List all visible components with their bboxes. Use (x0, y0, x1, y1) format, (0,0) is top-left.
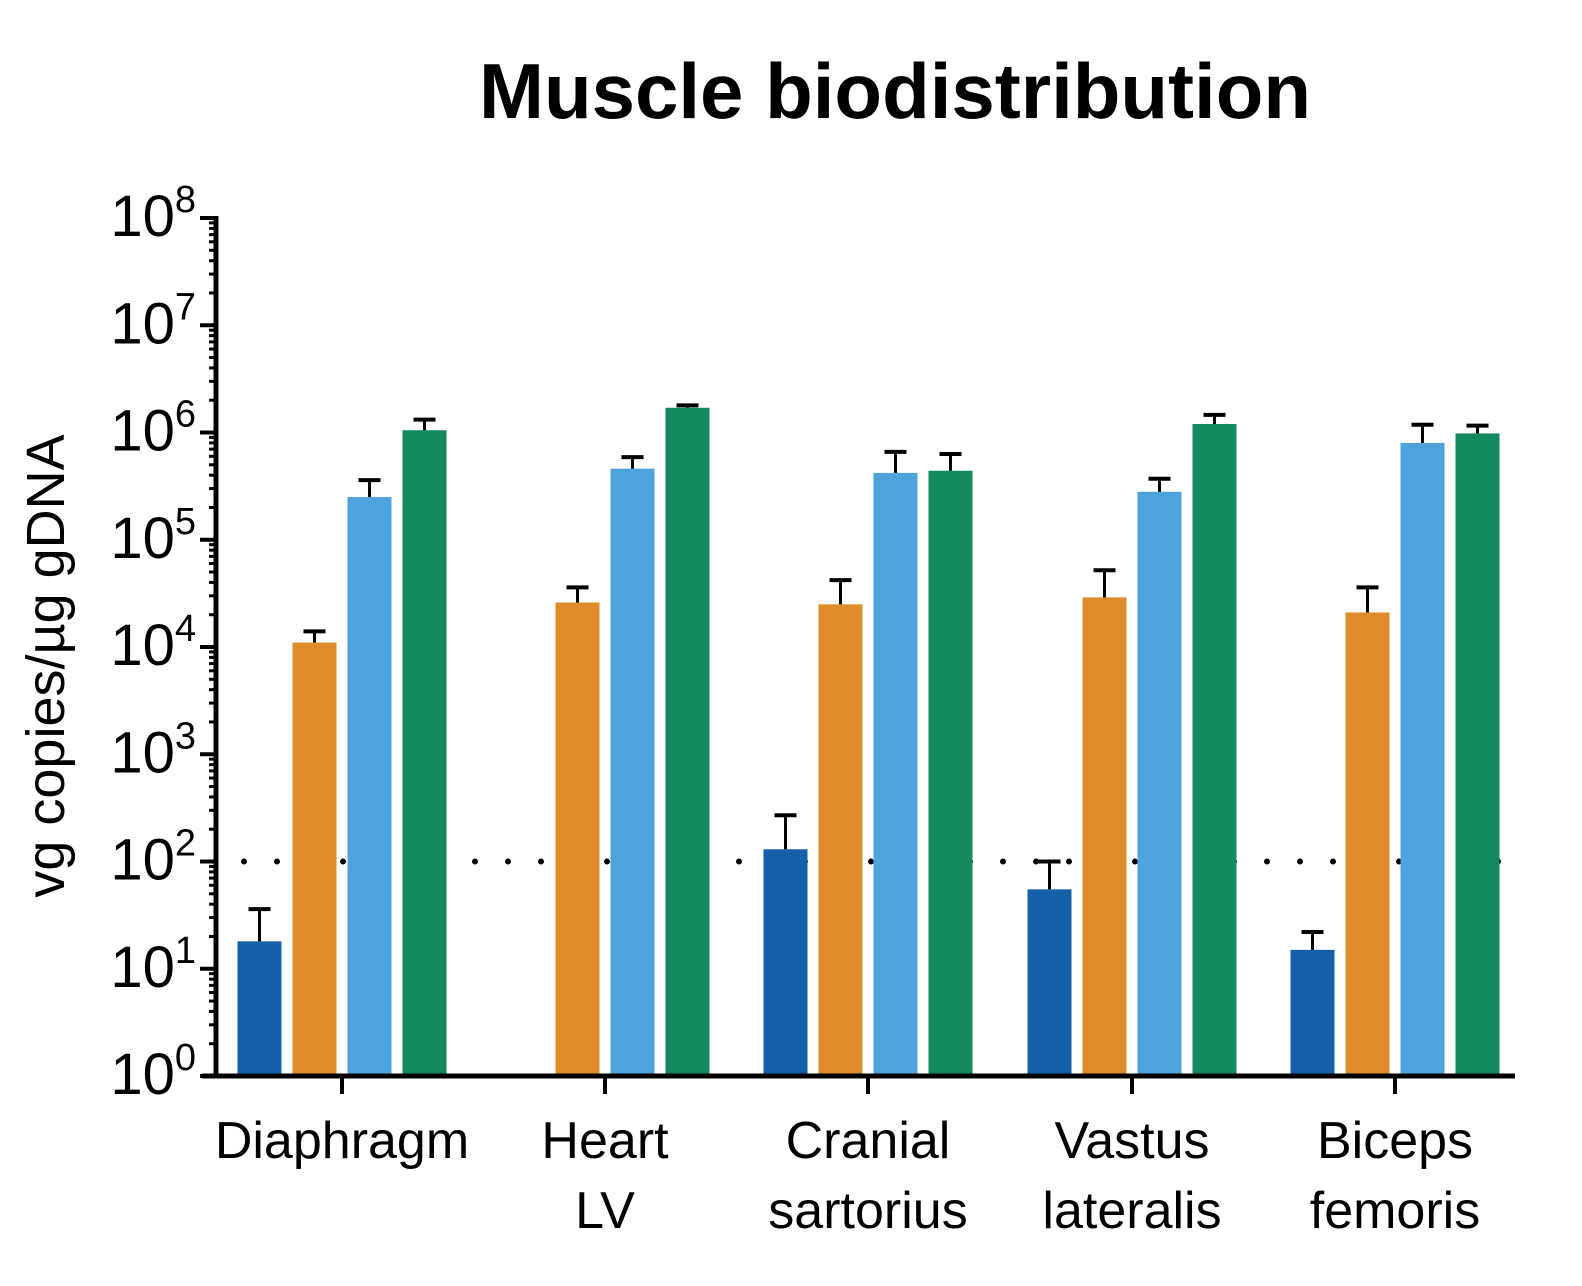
chart-title: Muscle biodistribution (479, 47, 1311, 135)
bar-1-series-2 (292, 642, 337, 1076)
bar-5-series-2 (1345, 612, 1390, 1076)
bar-2-series-3 (610, 468, 655, 1077)
bar-1-series-1 (237, 941, 282, 1076)
bar-4-series-4 (1192, 424, 1237, 1076)
y-axis-label: vg copies/µg gDNA (16, 434, 76, 897)
y-tick-label: 101 (110, 930, 196, 1000)
y-tick-label: 103 (110, 715, 196, 785)
x-tick-label: sartorius (768, 1182, 967, 1240)
bar-1-series-4 (402, 430, 447, 1077)
bar-3-series-2 (818, 604, 863, 1076)
bar-3-series-3 (873, 472, 918, 1077)
axes-group (200, 216, 1515, 1094)
x-tick-label: LV (575, 1182, 635, 1240)
y-tick-label: 102 (110, 823, 196, 893)
x-tick-label: Heart (541, 1112, 669, 1170)
bar-2-series-4 (665, 407, 710, 1076)
bar-3-series-4 (928, 470, 973, 1076)
x-tick-label: Diaphragm (215, 1112, 469, 1170)
bar-4-series-2 (1082, 597, 1127, 1076)
y-tick-label: 105 (110, 501, 196, 571)
y-tick-label: 100 (110, 1037, 196, 1107)
y-tick-label: 107 (110, 286, 196, 356)
y-tick-label: 108 (110, 179, 196, 249)
bar-5-series-1 (1290, 949, 1335, 1076)
y-tick-label: 104 (110, 608, 196, 678)
x-tick-label: lateralis (1042, 1182, 1221, 1240)
bar-5-series-4 (1455, 433, 1500, 1076)
bar-5-series-3 (1400, 442, 1445, 1077)
bar-3-series-1 (763, 849, 808, 1076)
y-tick-label: 106 (110, 394, 196, 464)
bar-4-series-1 (1027, 889, 1072, 1076)
bars-group (237, 403, 1500, 1077)
x-tick-label: Vastus (1054, 1112, 1209, 1170)
bar-2-series-2 (555, 602, 600, 1076)
x-tick-label: femoris (1310, 1182, 1480, 1240)
x-tick-label: Cranial (786, 1112, 951, 1170)
x-tick-labels: Diaphragm Heart LV Cranial sartorius Vastus la… (215, 1112, 1480, 1240)
bar-1-series-3 (347, 497, 392, 1076)
y-tick-labels: 100 101 102 103 104 105 106 107 108 (110, 179, 196, 1107)
bar-4-series-3 (1137, 491, 1182, 1076)
x-tick-label: Biceps (1317, 1112, 1473, 1170)
